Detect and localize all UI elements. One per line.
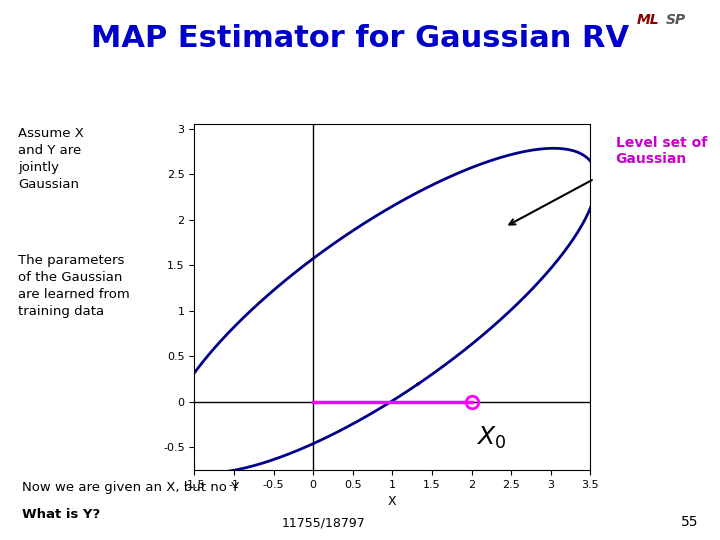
Text: $X_0$: $X_0$: [476, 424, 505, 450]
Text: 55: 55: [681, 515, 698, 529]
Text: Assume X
and Y are
jointly
Gaussian: Assume X and Y are jointly Gaussian: [18, 127, 84, 191]
Text: MAP Estimator for Gaussian RV: MAP Estimator for Gaussian RV: [91, 24, 629, 53]
Text: SP: SP: [666, 14, 686, 28]
Text: The parameters
of the Gaussian
are learned from
training data: The parameters of the Gaussian are learn…: [18, 254, 130, 318]
X-axis label: X: X: [388, 495, 397, 508]
Text: ML: ML: [637, 14, 660, 28]
Text: What is Y?: What is Y?: [22, 508, 100, 521]
Text: Level set of
Gaussian: Level set of Gaussian: [616, 136, 707, 166]
Text: 11755/18797: 11755/18797: [282, 516, 366, 529]
Text: Now we are given an X, but no Y: Now we are given an X, but no Y: [22, 481, 239, 494]
